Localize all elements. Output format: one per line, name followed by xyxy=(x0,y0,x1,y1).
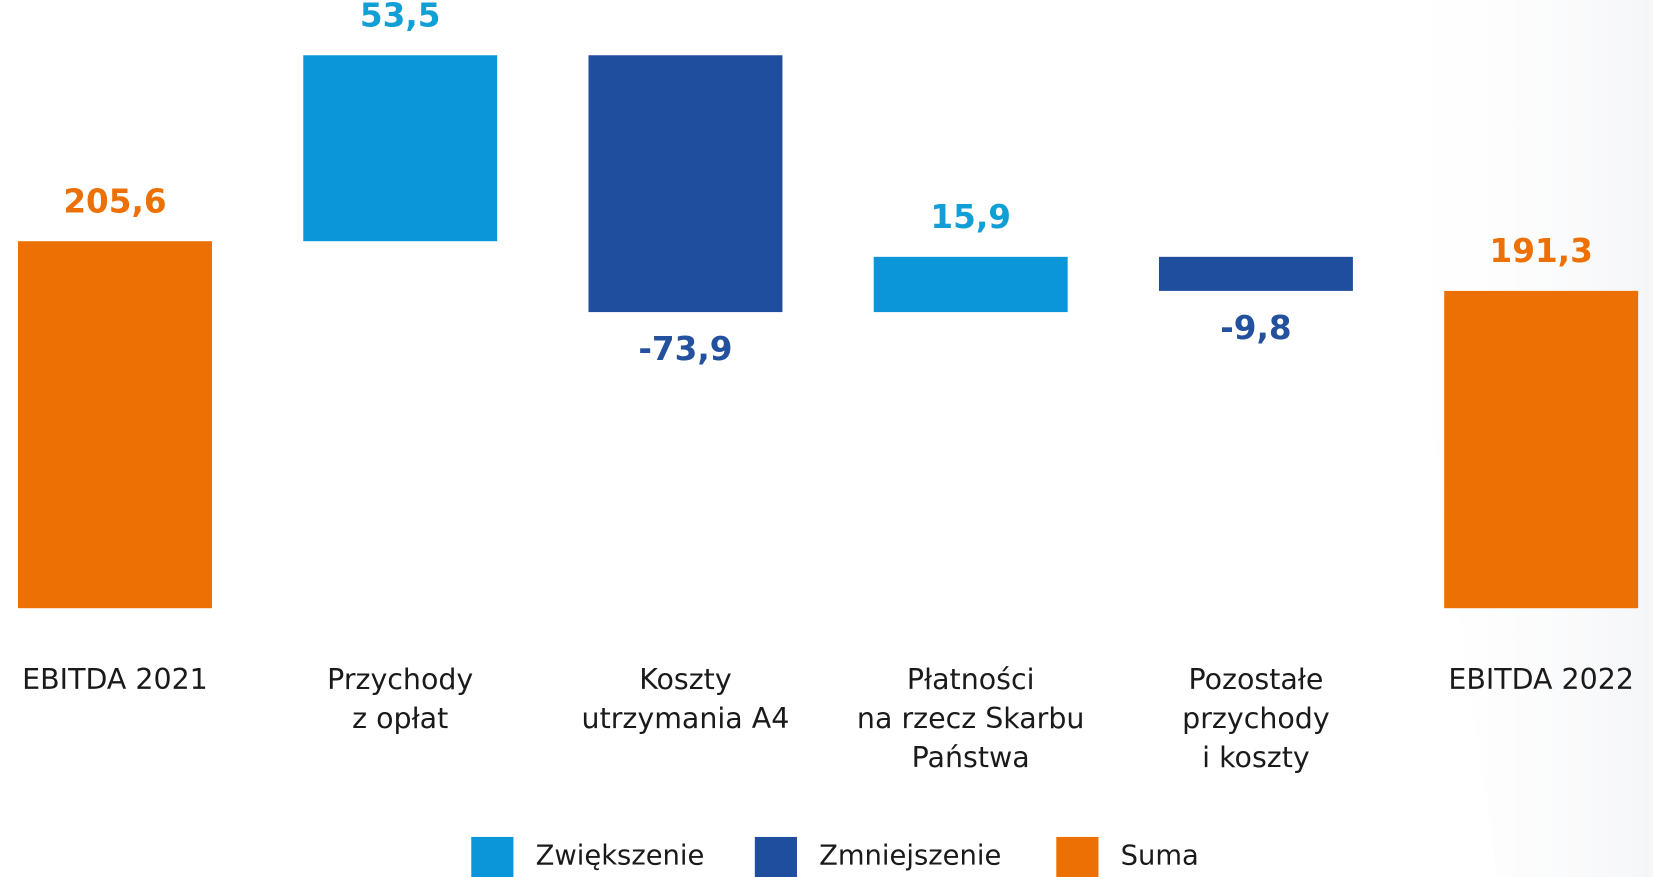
bar xyxy=(873,256,1068,313)
category-label: na rzecz Skarbu xyxy=(857,702,1085,735)
category-label: Płatności xyxy=(907,663,1035,696)
legend-swatch xyxy=(754,836,797,877)
category-label: EBITDA 2022 xyxy=(1448,663,1634,696)
bar xyxy=(1444,290,1639,609)
category-label: z opłat xyxy=(352,702,448,735)
legend-label: Zwiększenie xyxy=(536,840,705,871)
legend-swatch xyxy=(471,836,514,877)
value-label: 191,3 xyxy=(1490,232,1593,270)
value-label: -73,9 xyxy=(638,330,732,368)
value-label: -9,8 xyxy=(1220,309,1291,347)
category-label: EBITDA 2021 xyxy=(22,663,208,696)
legend-swatch xyxy=(1056,836,1099,877)
bar xyxy=(18,241,212,609)
category-label: Przychody xyxy=(327,663,473,696)
category-label: Koszty xyxy=(639,663,731,696)
bar xyxy=(588,55,783,313)
category-label: utrzymania A4 xyxy=(582,702,790,735)
value-label: 53,5 xyxy=(360,0,441,34)
category-label: przychody xyxy=(1182,702,1330,735)
legend-label: Suma xyxy=(1121,840,1199,871)
value-label: 15,9 xyxy=(930,198,1011,236)
category-label: i koszty xyxy=(1202,741,1310,774)
category-label: Państwa xyxy=(912,741,1030,774)
category-label: Pozostałe xyxy=(1188,663,1323,696)
legend-label: Zmniejszenie xyxy=(819,840,1001,871)
bar xyxy=(303,55,498,242)
value-label: 205,6 xyxy=(63,182,166,220)
bar xyxy=(1158,256,1353,291)
